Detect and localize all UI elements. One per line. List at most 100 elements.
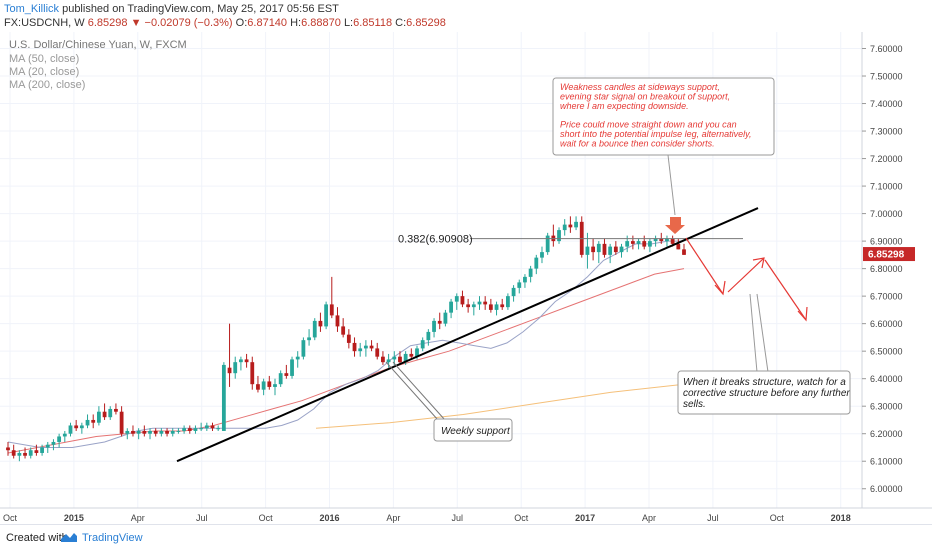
top-callout-line: evening star signal on breakout of suppo… xyxy=(560,91,730,101)
candle-body xyxy=(619,246,624,253)
chart-area[interactable]: 6.00000 6.10000 6.20000 6.30000 6.40000 6.500… xyxy=(0,32,932,524)
candle-body xyxy=(585,246,590,255)
candle-body xyxy=(278,373,283,385)
candle-body xyxy=(74,425,79,429)
last-price: 6.85298 xyxy=(87,17,128,29)
candle-body xyxy=(642,241,647,247)
candle-body xyxy=(68,425,73,434)
candle-body xyxy=(11,450,16,456)
top-callout-text: Weakness candles at sideways support,eve… xyxy=(560,82,751,148)
y-tick-label: 7.20000 xyxy=(870,154,903,164)
candle-body xyxy=(545,235,550,253)
candle-body xyxy=(511,287,516,297)
candle-body xyxy=(108,408,113,418)
support-trendline[interactable] xyxy=(176,207,759,463)
candle-body xyxy=(670,238,675,244)
x-tick-label: 2015 xyxy=(64,513,84,523)
top-callout[interactable]: Weakness candles at sideways support,eve… xyxy=(552,77,775,216)
fib-label: 0.382(6.90908) xyxy=(398,234,473,246)
x-tick-label: Oct xyxy=(770,513,785,523)
top-callout-line: Weakness candles at sideways support, xyxy=(560,82,720,92)
low-label: L: xyxy=(343,17,354,29)
candle-body xyxy=(136,430,141,434)
x-tick-label: Jul xyxy=(452,513,464,523)
close-value: 6.85298 xyxy=(406,17,446,29)
last-price-tag-box xyxy=(863,247,915,262)
candle-body xyxy=(466,304,471,308)
created-with-text: Created with xyxy=(6,532,68,544)
x-tick-label: 2016 xyxy=(319,513,339,523)
candle-body xyxy=(148,430,152,434)
candle-body xyxy=(142,430,147,434)
last-price-tag-text: 6.85298 xyxy=(868,250,905,261)
candle-body xyxy=(329,304,334,316)
y-tick-label: 6.70000 xyxy=(870,292,903,302)
high-value: 6.88870 xyxy=(301,17,341,29)
candle-body xyxy=(125,430,130,434)
candle-body xyxy=(57,436,62,442)
candle-body xyxy=(505,296,510,308)
open-label: O: xyxy=(235,17,248,29)
support-callout[interactable]: Weekly support xyxy=(385,361,513,442)
legend-title: U.S. Dollar/Chinese Yuan, W, FXCM xyxy=(9,39,187,51)
candle-body xyxy=(454,296,459,302)
candle-body xyxy=(210,425,215,429)
tradingview-logo-icon[interactable] xyxy=(60,530,78,544)
candle-body xyxy=(437,320,442,324)
candle-body xyxy=(256,384,260,390)
candle-body xyxy=(318,320,323,327)
candle-body xyxy=(51,441,56,445)
candle-body xyxy=(488,304,493,310)
projection-leg-3 xyxy=(764,259,807,321)
candle-body xyxy=(460,296,465,305)
candle-body xyxy=(301,340,306,357)
price-chart[interactable]: 6.00000 6.10000 6.20000 6.30000 6.40000 6.500… xyxy=(0,32,932,524)
down-arrow-icon: ▼ xyxy=(130,17,142,29)
candle-body xyxy=(540,252,544,258)
x-tick-label: Oct xyxy=(514,513,529,523)
top-callout-line: where I am expecting downside. xyxy=(560,101,689,111)
projection-leg-2 xyxy=(727,257,765,293)
high-label: H: xyxy=(290,17,302,29)
candle-body xyxy=(352,342,357,352)
candle-body xyxy=(591,246,596,253)
candles xyxy=(6,216,686,462)
y-tick-label: 6.20000 xyxy=(870,429,903,439)
bottom-callout[interactable]: When it breaks structure, watch for acor… xyxy=(677,293,851,415)
candle-body xyxy=(261,381,266,390)
down-arrow-marker xyxy=(665,217,685,234)
x-tick-label: Oct xyxy=(259,513,274,523)
tradingview-link[interactable]: TradingView xyxy=(82,532,143,544)
candle-body xyxy=(523,276,527,283)
candle-body xyxy=(79,425,84,429)
candle-body xyxy=(682,249,686,255)
y-tick-label: 7.40000 xyxy=(870,99,903,109)
bottom-callout-line: When it breaks structure, watch for a xyxy=(683,377,846,388)
candle-body xyxy=(517,282,522,288)
ma20-line xyxy=(7,240,684,448)
time-axis[interactable]: Oct 2015 Apr Jul Oct 2016 Apr Jul Oct 2017 Apr Jul O… xyxy=(3,513,851,523)
x-tick-label: Apr xyxy=(642,513,656,523)
top-callout-line: short into the potential impulse leg, al… xyxy=(560,129,751,139)
candle-body xyxy=(34,450,39,453)
low-value: 6.85118 xyxy=(353,17,393,29)
candle-body xyxy=(204,425,209,429)
candle-body xyxy=(233,362,238,374)
candle-body xyxy=(62,433,67,437)
publish-text: published on TradingView.com, May 25, 20… xyxy=(62,3,339,15)
chart-background xyxy=(0,32,932,524)
candle-body xyxy=(91,419,96,423)
bottom-callout-box[interactable] xyxy=(677,370,851,415)
price-axis[interactable]: 6.00000 6.10000 6.20000 6.30000 6.40000 6.500… xyxy=(862,44,903,494)
top-callout-line: wait for a bounce then consider shorts. xyxy=(560,138,715,148)
top-callout-box[interactable] xyxy=(552,77,775,156)
author-link[interactable]: Tom_Killick xyxy=(4,3,60,15)
open-value: 6.87140 xyxy=(247,17,288,29)
y-tick-label: 6.60000 xyxy=(870,319,903,329)
candle-body xyxy=(471,304,476,308)
support-box[interactable] xyxy=(433,418,513,442)
candle-body xyxy=(85,419,90,426)
support-pointer-2 xyxy=(392,361,446,421)
candle-body xyxy=(170,430,175,434)
fib-level[interactable]: 0.382(6.90908) xyxy=(398,234,743,246)
